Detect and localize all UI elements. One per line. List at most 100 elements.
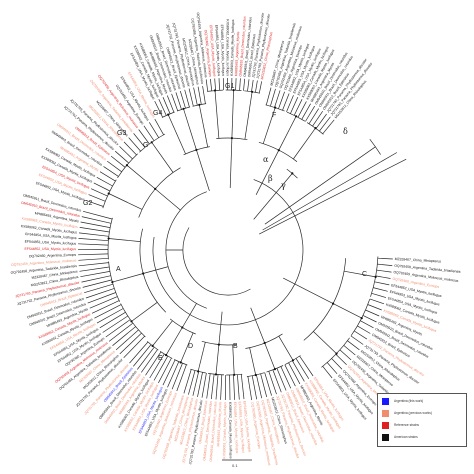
branch-radial bbox=[171, 93, 179, 111]
support-node bbox=[251, 90, 254, 93]
support-node bbox=[360, 317, 363, 320]
leaf-label: EF544852_USA_Myotis_lucifugus bbox=[242, 401, 251, 453]
branch-radial bbox=[133, 133, 146, 148]
branch-radial bbox=[299, 355, 314, 377]
branch-radial bbox=[151, 142, 174, 173]
clade-label-b: B bbox=[233, 343, 238, 350]
legend-swatch bbox=[382, 433, 389, 441]
branch-radial bbox=[180, 332, 194, 363]
branch-radial bbox=[184, 89, 190, 108]
branch-radial bbox=[154, 118, 164, 135]
support-node bbox=[165, 354, 168, 357]
branch-radial bbox=[278, 91, 285, 109]
branch-radial bbox=[175, 92, 182, 110]
legend-label: Reference strains bbox=[394, 423, 419, 427]
legend-label: Argentina (this work) bbox=[394, 399, 424, 403]
branch-radial bbox=[123, 335, 145, 359]
branch-radial bbox=[293, 99, 303, 116]
branch-radial bbox=[255, 80, 258, 93]
branch-radial bbox=[376, 269, 392, 273]
branch-radial bbox=[192, 371, 200, 396]
branch-radial bbox=[244, 91, 253, 140]
branch-radial bbox=[85, 288, 115, 299]
branch-radial bbox=[357, 325, 371, 334]
branch-radial bbox=[264, 342, 276, 370]
branch-radial bbox=[343, 345, 356, 356]
branch-radial bbox=[243, 78, 246, 91]
branch-radial bbox=[79, 227, 110, 233]
legend-swatch bbox=[382, 421, 389, 429]
leaf-label: EF544853_USA_Myotis_lucifugus bbox=[238, 401, 246, 453]
branch-radial bbox=[360, 320, 374, 329]
legend-label: American strains bbox=[394, 435, 418, 439]
branch-radial bbox=[196, 149, 210, 192]
support-node bbox=[213, 89, 217, 92]
branch-radial bbox=[265, 87, 272, 106]
branch-radial bbox=[102, 315, 128, 333]
branch-radial bbox=[96, 308, 124, 324]
clade-label-f: F bbox=[272, 112, 277, 119]
branch-radial bbox=[305, 105, 315, 122]
branch-radial bbox=[197, 86, 202, 105]
clade-label-alpha: α bbox=[263, 155, 269, 164]
leaf-label: MZ328467_China_Miniopterus bbox=[395, 257, 442, 264]
support-node bbox=[181, 326, 184, 329]
branch-radial bbox=[89, 296, 118, 309]
branch-radial bbox=[210, 374, 215, 400]
clade-label-g1: G1 bbox=[225, 83, 235, 90]
branch-radial bbox=[371, 292, 387, 298]
support-node bbox=[274, 106, 277, 109]
leaf-label: OM945912_Brazil_Eptesicus bbox=[247, 33, 256, 77]
branch-radial bbox=[80, 271, 110, 278]
branch-radial bbox=[78, 253, 109, 256]
branch-radial bbox=[280, 366, 292, 389]
branch-radial bbox=[301, 103, 311, 120]
branch-radial bbox=[218, 311, 223, 345]
leaf-label: KX589063_Canada_Myotis_lucifugus bbox=[230, 19, 235, 76]
branch-radial bbox=[198, 104, 209, 148]
branch-radial bbox=[149, 353, 165, 379]
support-node bbox=[167, 113, 170, 116]
branch-radial bbox=[297, 101, 307, 118]
branch-radial bbox=[290, 97, 299, 114]
branch-radial bbox=[291, 360, 305, 382]
leaf-label: OQ792460_Argentina_Eumops bbox=[29, 253, 77, 259]
branch-radial bbox=[315, 113, 327, 129]
branch-radial bbox=[145, 351, 162, 376]
leaf-label: OM945910_Brazil_Desmodus_rotundus bbox=[238, 16, 246, 77]
branch-radial bbox=[313, 331, 337, 354]
leaf-label: KX589062_Canada_Myotis_lucifugus bbox=[21, 224, 78, 234]
branch-radial bbox=[126, 164, 156, 190]
support-node bbox=[154, 187, 157, 190]
support-node bbox=[291, 359, 295, 362]
legend-item-american-strains: American strains bbox=[382, 432, 418, 442]
support-node bbox=[125, 164, 128, 167]
branch-radial bbox=[347, 340, 360, 351]
clade-label-e: E bbox=[158, 355, 163, 362]
branch-radial bbox=[112, 326, 136, 346]
leaf-label: OM945911_Brazil_Desmodus_rotundus bbox=[202, 401, 213, 461]
branch-radial bbox=[112, 273, 144, 283]
branch-radial bbox=[87, 292, 116, 304]
branch-radial bbox=[78, 232, 109, 237]
branch-radial bbox=[78, 243, 109, 246]
branch-arc bbox=[182, 227, 251, 296]
branch-radial bbox=[288, 362, 301, 385]
branch-radial bbox=[295, 358, 310, 379]
support-node bbox=[214, 373, 218, 376]
branch-radial bbox=[158, 98, 167, 116]
branch-radial bbox=[239, 78, 241, 91]
branch-radial bbox=[312, 111, 323, 127]
leaf-label: EF544852_USA_Myotis_lucifugus bbox=[209, 25, 217, 77]
clade-label-g3: G3 bbox=[117, 130, 127, 137]
branch-radial bbox=[255, 150, 280, 195]
branch-radial bbox=[183, 108, 197, 151]
branch-radial bbox=[167, 114, 186, 155]
branch-radial bbox=[162, 359, 176, 386]
clade-label-g: G bbox=[143, 142, 149, 149]
branch-radial bbox=[375, 275, 391, 279]
support-node bbox=[263, 341, 266, 345]
support-node bbox=[277, 149, 280, 152]
support-node bbox=[150, 141, 153, 144]
